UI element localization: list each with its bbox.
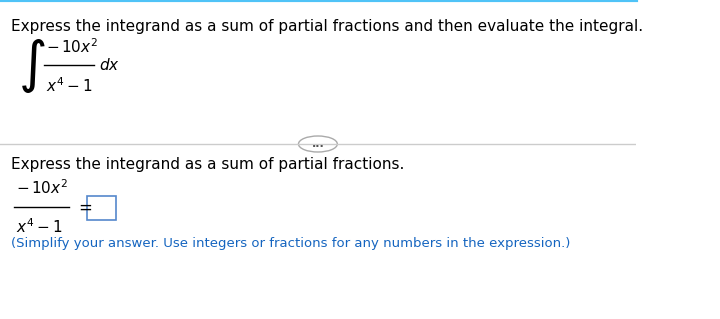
FancyBboxPatch shape — [87, 196, 116, 220]
Text: $\int$: $\int$ — [18, 37, 45, 95]
Text: $x^4 - 1$: $x^4 - 1$ — [16, 217, 62, 236]
Text: $-\,10x^2$: $-\,10x^2$ — [16, 178, 68, 197]
Ellipse shape — [299, 136, 338, 152]
Text: $dx$: $dx$ — [99, 57, 120, 73]
Text: $x^4 - 1$: $x^4 - 1$ — [46, 76, 92, 95]
Text: $=$: $=$ — [75, 198, 92, 216]
Text: Express the integrand as a sum of partial fractions.: Express the integrand as a sum of partia… — [12, 157, 405, 172]
Text: $-\,10x^2$: $-\,10x^2$ — [46, 37, 98, 56]
Text: Express the integrand as a sum of partial fractions and then evaluate the integr: Express the integrand as a sum of partia… — [12, 19, 644, 34]
Text: ...: ... — [312, 139, 324, 149]
Text: (Simplify your answer. Use integers or fractions for any numbers in the expressi: (Simplify your answer. Use integers or f… — [12, 237, 571, 250]
